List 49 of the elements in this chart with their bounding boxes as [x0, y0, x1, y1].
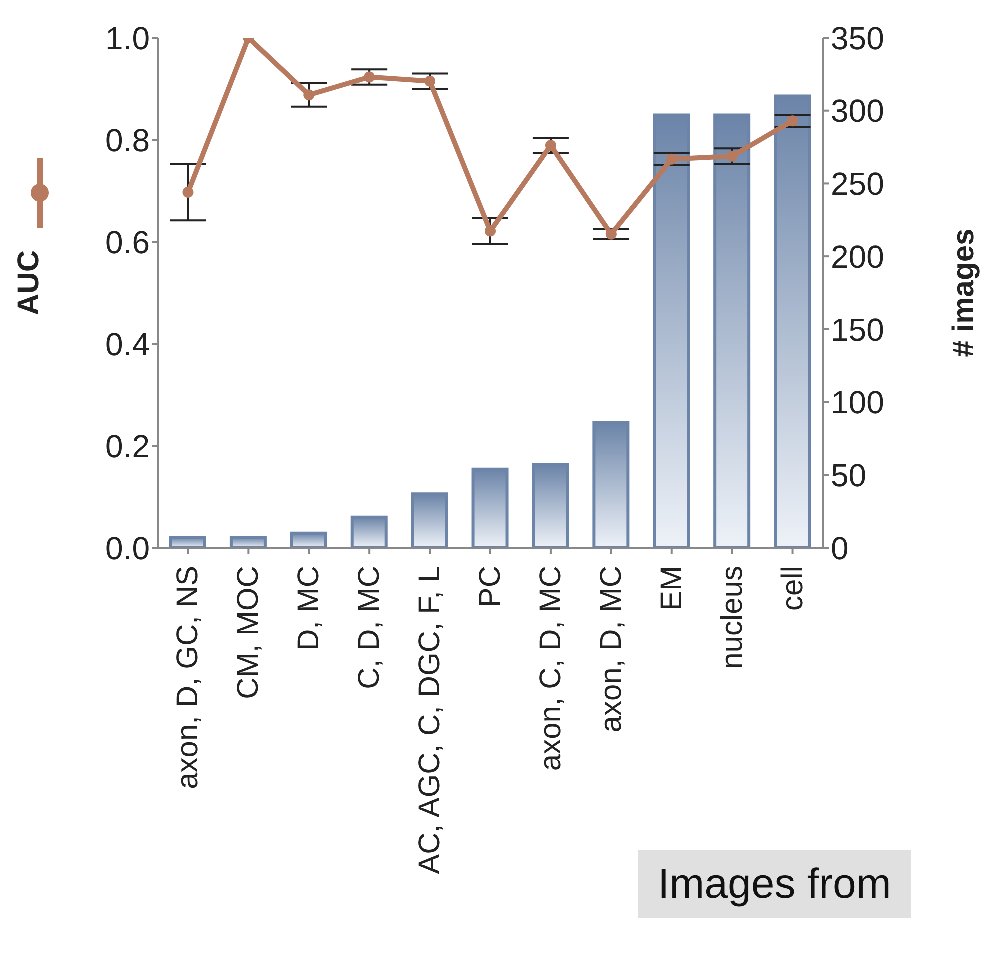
text: Images from	[638, 850, 912, 918]
bar	[411, 492, 448, 548]
x-tick-label: CM, MOC	[232, 566, 266, 700]
x-tick-label: cell	[776, 566, 810, 612]
bar	[774, 94, 812, 548]
y-tick-label: 0.0	[106, 530, 150, 566]
y-tick-label: 0.2	[106, 428, 150, 464]
point	[545, 140, 556, 152]
bar	[170, 536, 206, 548]
y2-tick-label: 150	[831, 312, 884, 348]
y-tick-label: 0.6	[106, 224, 150, 260]
point	[304, 90, 315, 101]
y-tick-label: 0.4	[106, 326, 150, 362]
x-tick-label: C, D, MC	[353, 566, 386, 690]
point	[787, 116, 798, 127]
y2-tick-label: 0	[831, 530, 849, 566]
x-tick-label: axon, D, GC, NS	[172, 566, 205, 790]
point	[485, 226, 496, 237]
y-axis-title: AUC	[12, 250, 46, 316]
y-tick-label: 1.0	[106, 20, 150, 56]
point	[726, 150, 738, 162]
y2-tick-label: 50	[831, 458, 867, 494]
x-tick-label: PC	[474, 566, 507, 608]
y2-axis-title: # images	[948, 228, 981, 358]
point	[182, 187, 194, 198]
x-tick-label: AC, AGC, C, DGC, F, L	[414, 566, 447, 874]
x-tick-label: nucleus	[716, 566, 749, 670]
point	[606, 228, 617, 240]
y2-tick-label: 350	[831, 20, 884, 56]
bar	[230, 536, 267, 548]
y2-tick-label: 300	[831, 93, 884, 130]
y2-tick-label: 200	[831, 238, 884, 275]
bar	[653, 114, 690, 548]
x-tick-label: EM	[655, 566, 688, 611]
x-tick-label: D, MC	[292, 566, 326, 651]
x-tick-label: axon, C, D, MC	[534, 566, 568, 772]
x-tick-label: axon, D, MC	[594, 566, 628, 733]
y-tick-label: 0.8	[106, 122, 150, 158]
bar	[714, 114, 751, 548]
point	[424, 76, 436, 87]
bar	[532, 463, 570, 548]
point	[666, 154, 678, 165]
y2-tick-label: 100	[831, 384, 884, 421]
bar	[290, 532, 328, 548]
bar	[592, 421, 630, 548]
y2-tick-label: 250	[831, 166, 884, 202]
bar	[350, 516, 388, 548]
point	[364, 72, 376, 83]
bar	[472, 468, 509, 548]
